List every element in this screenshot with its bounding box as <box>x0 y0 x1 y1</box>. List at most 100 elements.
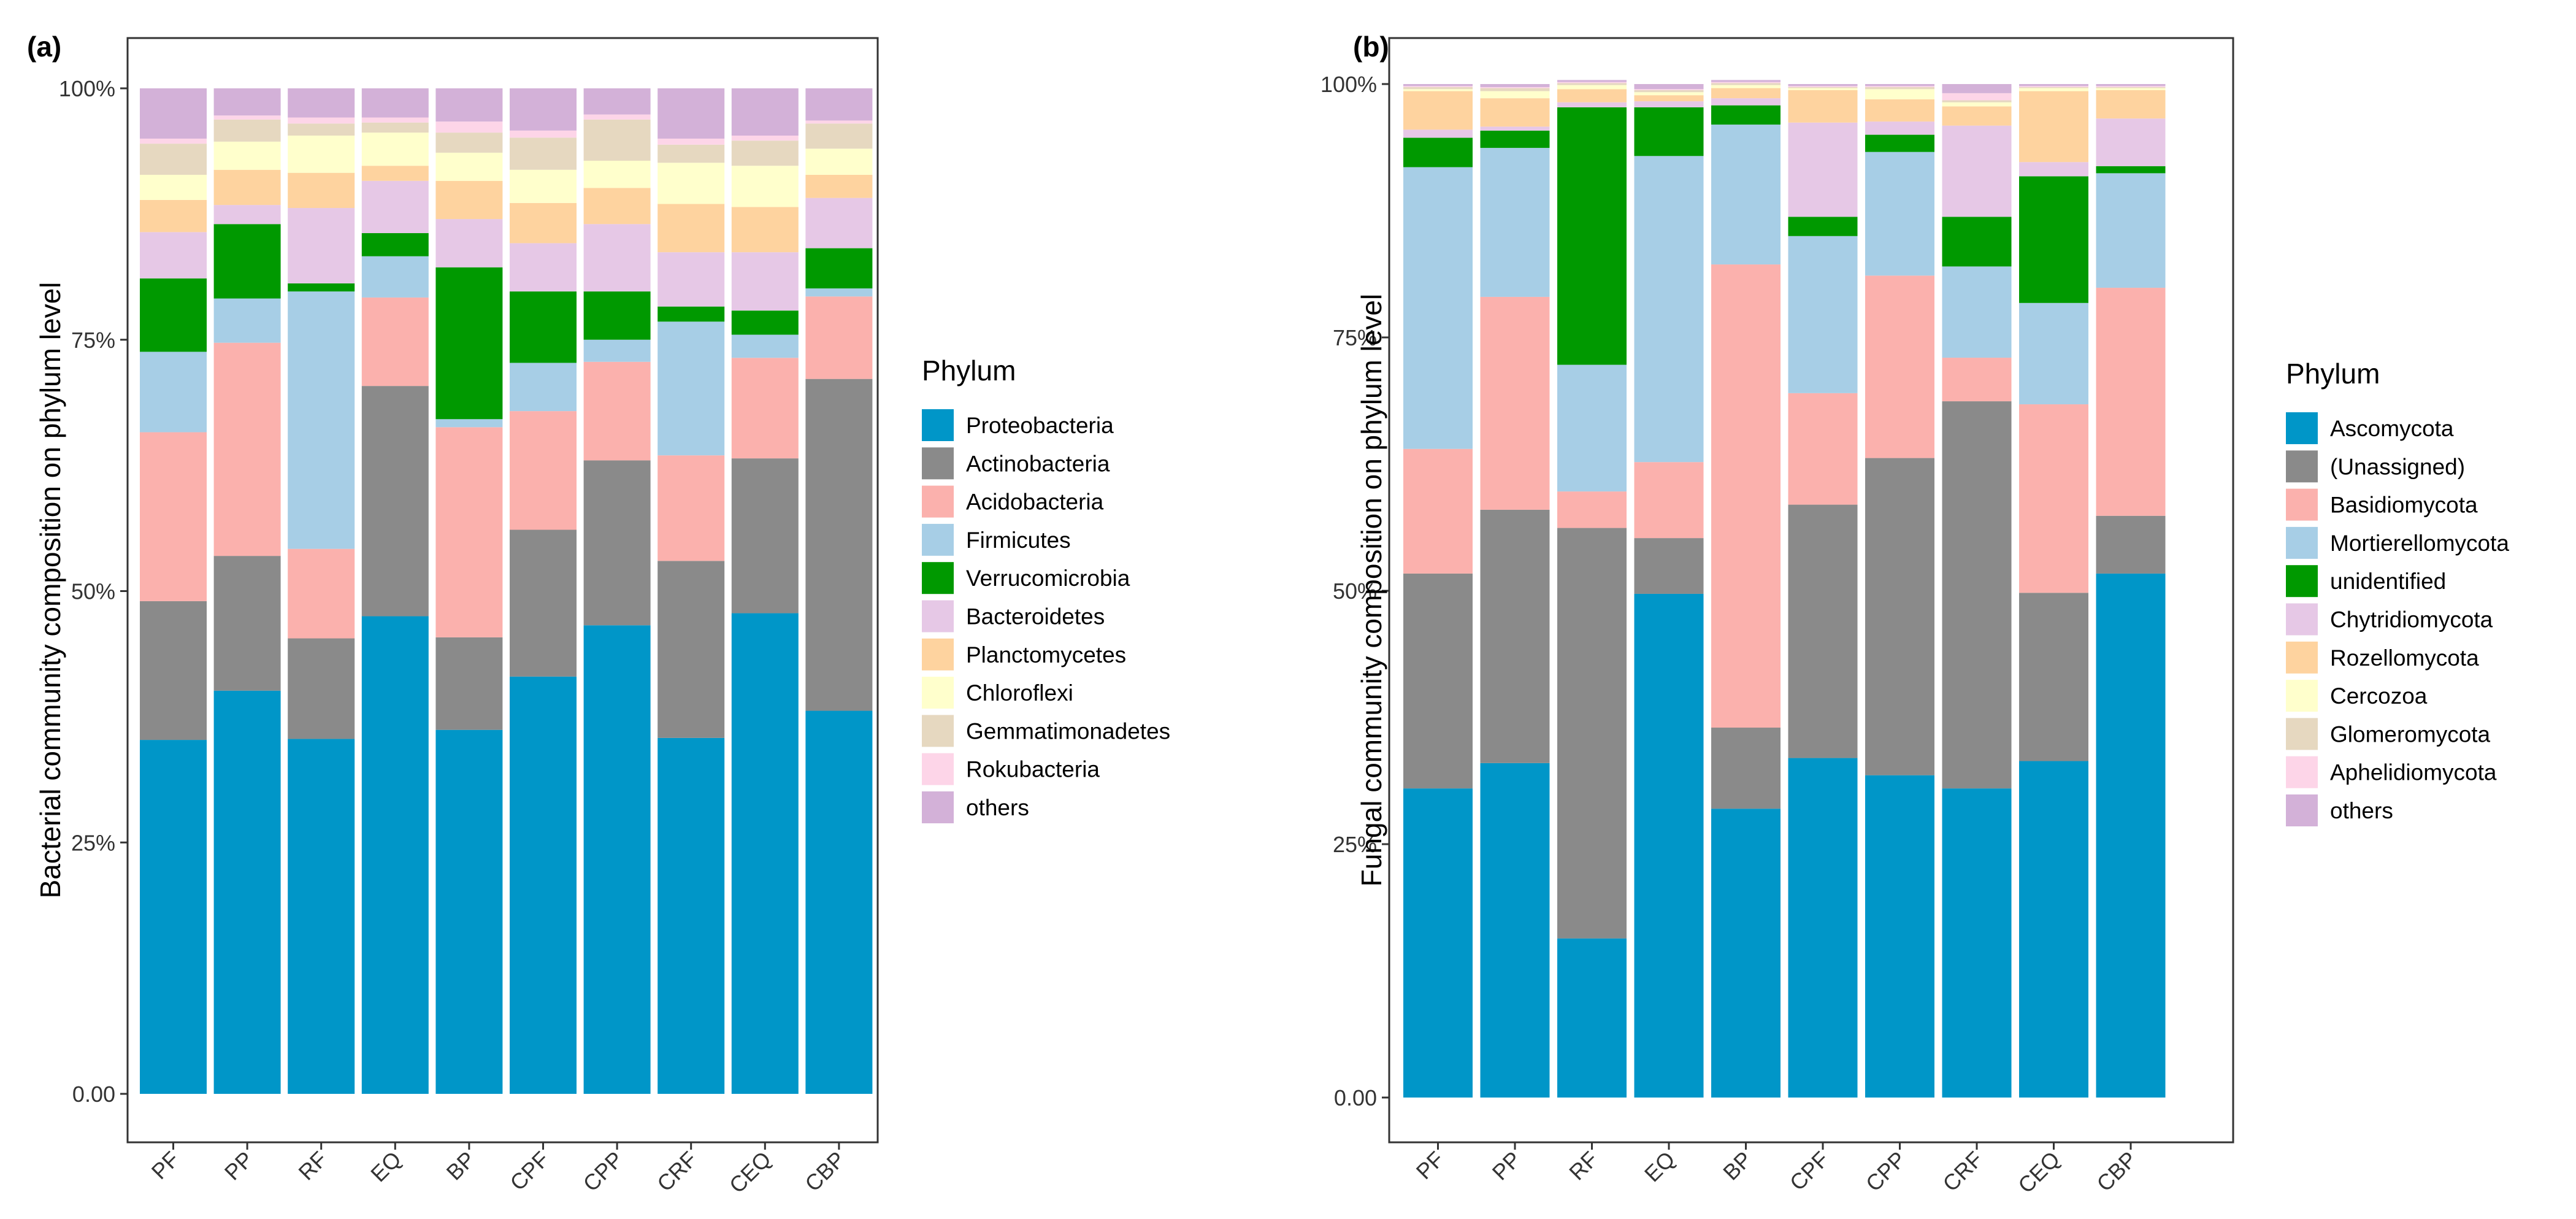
bar-segment-mortierellomycota-crf <box>1942 266 2012 358</box>
legend-title: Phylum <box>2286 358 2380 390</box>
x-tick-label-eq: EQ <box>1639 1147 1680 1187</box>
bar-segment-proteobacteria-cpf <box>510 676 577 1094</box>
bar-segment-rokubacteria-pf <box>140 138 207 144</box>
legend-key-actinobacteria <box>922 447 954 480</box>
legend-label-firmicutes: Firmicutes <box>966 528 1071 553</box>
bar-segment-mortierellomycota-cpp <box>1865 152 1934 276</box>
bar-segment-basidiomycota-pp <box>1480 296 1550 510</box>
bar-segment-ascomycota-ceq <box>2019 761 2088 1098</box>
bar-segment-planctomycetes-crf <box>657 204 725 253</box>
bar-segment-rokubacteria-ceq <box>731 136 799 141</box>
y-tick-label: 0.00 <box>1334 1085 1377 1110</box>
bar-segment-rokubacteria-rf <box>288 117 355 124</box>
bar-segment-chytridiomycota-cpp <box>1865 121 1934 135</box>
x-tick-label-bp: BP <box>1718 1147 1757 1185</box>
legend-label-aphelidiomycota: Aphelidiomycota <box>2330 760 2497 785</box>
bar-segment-actinobacteria-cpp <box>583 460 651 626</box>
bar-segment-unidentified-crf <box>1942 217 2012 267</box>
bar-segment-unassigned-ceq <box>2019 593 2088 761</box>
bar-segment-bacteroidetes-rf <box>288 208 355 283</box>
bar-segment-aphelidiomycota-cpf <box>1788 86 1858 87</box>
bar-segment-others-ceq <box>731 88 799 136</box>
x-tick-label-pp: PP <box>1487 1147 1526 1185</box>
legend-key-proteobacteria <box>922 409 954 441</box>
bar-segment-chloroflexi-pp <box>213 141 281 170</box>
y-tick-label: 75% <box>1333 325 1377 350</box>
bar-segment-unassigned-crf <box>1942 401 2012 789</box>
bar-segment-others-pf <box>1403 84 1473 87</box>
bar-segment-glomeromycota-cpf <box>1788 87 1858 88</box>
bar-segment-mortierellomycota-rf <box>1557 364 1627 492</box>
bar-segment-basidiomycota-eq <box>1634 462 1704 539</box>
x-tick-label-rf: RF <box>293 1147 332 1185</box>
legend-key-rokubacteria <box>922 753 954 785</box>
bar-segment-unassigned-pp <box>1480 509 1550 763</box>
bar-segment-verrucomicrobia-eq <box>361 233 429 256</box>
bar-segment-firmicutes-cbp <box>805 288 873 297</box>
bar-segment-acidobacteria-pf <box>140 432 207 601</box>
legend-label-mortierellomycota: Mortierellomycota <box>2330 531 2509 556</box>
legend-label-acidobacteria: Acidobacteria <box>966 490 1104 515</box>
bar-segment-chytridiomycota-pp <box>1480 126 1550 131</box>
x-tick-label-eq: EQ <box>366 1147 406 1187</box>
bar-segment-planctomycetes-ceq <box>731 207 799 253</box>
bar-segment-aphelidiomycota-cpp <box>1865 86 1934 87</box>
bar-segment-glomeromycota-crf <box>1942 100 2012 102</box>
bar-segment-bacteroidetes-cpp <box>583 224 651 292</box>
bar-segment-cercozoa-pp <box>1480 91 1550 99</box>
panel-label: (a) <box>27 31 61 63</box>
bar-segment-mortierellomycota-cbp <box>2096 173 2166 288</box>
bar-segment-firmicutes-bp <box>435 419 503 428</box>
bar-segment-actinobacteria-cbp <box>805 379 873 711</box>
bar-segment-planctomycetes-cpp <box>583 188 651 225</box>
bar-segment-cercozoa-ceq <box>2019 88 2088 91</box>
bar-segment-others-cpp <box>1865 84 1934 87</box>
bar-segment-cercozoa-cbp <box>2096 88 2166 90</box>
legend-key-acidobacteria <box>922 485 954 518</box>
bar-segment-others-crf <box>657 88 725 139</box>
bar-segment-acidobacteria-bp <box>435 427 503 637</box>
bar-segment-planctomycetes-cpf <box>510 202 577 244</box>
bar-segment-planctomycetes-cbp <box>805 174 873 198</box>
bar-segment-chloroflexi-cbp <box>805 148 873 175</box>
bar-segment-unassigned-cbp <box>2096 515 2166 574</box>
bar-segment-actinobacteria-ceq <box>731 458 799 613</box>
bar-segment-ascomycota-pf <box>1403 788 1473 1098</box>
bar-segment-actinobacteria-bp <box>435 637 503 730</box>
bar-segment-aphelidiomycota-pp <box>1480 87 1550 88</box>
y-tick-label: 50% <box>1333 579 1377 604</box>
bar-segment-bacteroidetes-bp <box>435 219 503 267</box>
bar-segment-verrucomicrobia-ceq <box>731 310 799 335</box>
bar-segment-firmicutes-cpf <box>510 363 577 412</box>
bar-segment-verrucomicrobia-pf <box>140 278 207 352</box>
legend-key-glomeromycota <box>2286 718 2318 750</box>
bar-segment-acidobacteria-ceq <box>731 358 799 459</box>
x-tick-label-cbp: CBP <box>2091 1147 2141 1196</box>
y-tick-label: 0.00 <box>72 1082 115 1107</box>
bar-segment-bacteroidetes-cbp <box>805 198 873 248</box>
bar-segment-unidentified-pp <box>1480 130 1550 148</box>
bar-segment-rozellomycota-ceq <box>2019 91 2088 163</box>
x-tick-label-ceq: CEQ <box>724 1147 776 1198</box>
legend-key-mortierellomycota <box>2286 526 2318 559</box>
x-tick-label-pf: PF <box>147 1147 185 1185</box>
legend-key-others <box>2286 794 2318 826</box>
bar-segment-actinobacteria-pf <box>140 601 207 740</box>
legend-label-unidentified: unidentified <box>2330 569 2446 594</box>
bar-segment-glomeromycota-eq <box>1634 90 1704 93</box>
y-tick-label: 100% <box>1321 72 1377 97</box>
bar-segment-bacteroidetes-eq <box>361 180 429 234</box>
bar-segment-aphelidiomycota-crf <box>1942 93 2012 101</box>
bar-segment-proteobacteria-bp <box>435 729 503 1094</box>
bar-segment-chloroflexi-ceq <box>731 166 799 207</box>
bar-segment-proteobacteria-pp <box>213 690 281 1094</box>
x-tick-label-cbp: CBP <box>800 1147 849 1196</box>
bar-segment-chytridiomycota-eq <box>1634 101 1704 107</box>
bar-segment-planctomycetes-bp <box>435 180 503 220</box>
legend-label-actinobacteria: Actinobacteria <box>966 451 1110 476</box>
x-tick-label-ceq: CEQ <box>2013 1147 2064 1198</box>
bar-segment-others-eq <box>361 88 429 118</box>
bar-segment-bacteroidetes-cpf <box>510 243 577 292</box>
bar-segment-planctomycetes-pf <box>140 199 207 233</box>
